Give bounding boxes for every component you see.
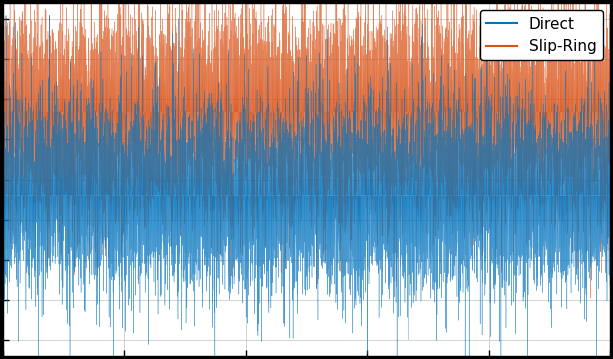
Legend: Direct, Slip-Ring: Direct, Slip-Ring <box>480 10 603 60</box>
